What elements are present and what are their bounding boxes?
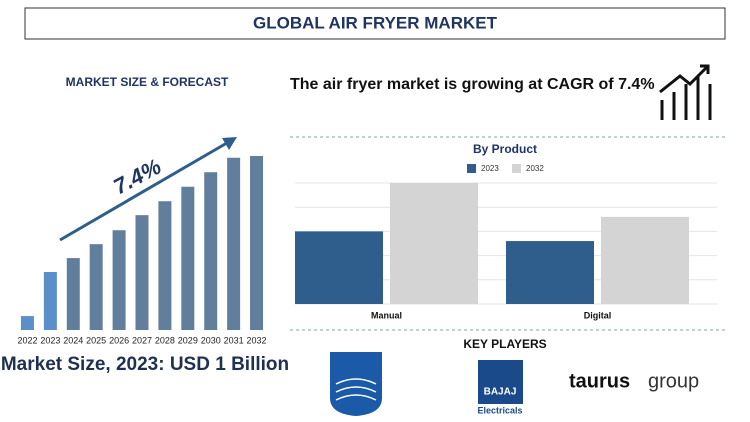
x-tick-label: 2027 (132, 335, 152, 345)
bar (43, 272, 57, 330)
philips-waves (335, 378, 377, 401)
bar (390, 183, 478, 304)
title-box (24, 7, 726, 40)
left-title: MARKET SIZE & FORECAST (66, 75, 229, 89)
x-tick-label: 2032 (247, 335, 267, 345)
bar (227, 157, 241, 330)
x-tick-label: 2030 (201, 335, 221, 345)
caption: Market Size, 2023: USD 1 Billion (1, 354, 289, 375)
bar (204, 172, 218, 330)
bajaj-sub: Electricals (477, 405, 522, 415)
bajaj-box (478, 360, 523, 404)
caption-text: Market Size, 2023: USD 1 Billion (1, 354, 289, 375)
cagr-annotation: 7.4% (109, 154, 165, 200)
bar (89, 244, 103, 330)
right-title: By Product (473, 142, 537, 156)
x-tick-label: 2031 (224, 335, 244, 345)
x-tick-label: 2024 (63, 335, 83, 345)
legend-swatch (467, 164, 476, 173)
bar (181, 186, 195, 330)
x-tick-label: 2028 (155, 335, 175, 345)
philips-shield (330, 352, 382, 416)
bajaj-logo: BAJAJ (484, 387, 517, 398)
x-tick-label: 2029 (178, 335, 198, 345)
x-tick-label: Digital (584, 310, 612, 320)
bar (601, 216, 689, 304)
x-tick-label: 2025 (86, 335, 106, 345)
legend-label: 2023 (481, 164, 499, 173)
bar (66, 258, 80, 330)
bar (20, 316, 34, 330)
taurus-logo: taurus (569, 370, 630, 392)
key-players-title: KEY PLAYERS (463, 337, 546, 351)
bar (250, 156, 264, 330)
bar (135, 215, 149, 330)
x-tick-label: 2026 (109, 335, 129, 345)
bar (295, 231, 383, 304)
legend-swatch (512, 164, 521, 173)
taurus-group: group (648, 370, 699, 392)
main-title: GLOBAL AIR FRYER MARKET (253, 13, 498, 32)
growth-icon (659, 64, 712, 120)
x-tick-label: Manual (371, 310, 402, 320)
x-tick-label: 2022 (17, 335, 37, 345)
headline: The air fryer market is growing at CAGR … (290, 76, 655, 93)
arrow-head (222, 137, 237, 150)
legend-label: 2032 (526, 164, 544, 173)
philips-logo: PHILIPS (337, 353, 376, 364)
bar (506, 241, 594, 304)
bar (112, 230, 126, 330)
bar (158, 201, 172, 330)
x-tick-label: 2023 (40, 335, 60, 345)
growth-arrow (59, 138, 233, 242)
